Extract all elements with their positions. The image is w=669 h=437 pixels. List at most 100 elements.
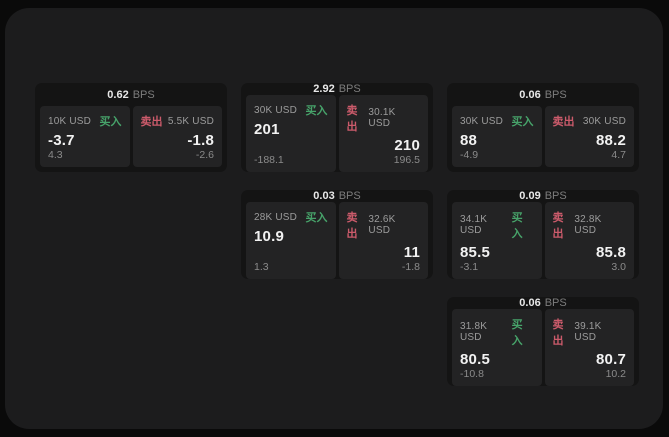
buy-change-value: -188.1 <box>254 154 284 166</box>
panels-row: 10K USD 买入 -3.7 4.3 卖出 5.5K USD -1.8 -2.… <box>35 106 227 172</box>
bps-header: 0.03 BPS <box>241 190 433 202</box>
buy-amount-label: 30K USD <box>254 104 298 116</box>
buy-price-value: -3.7 <box>48 132 75 149</box>
buy-change-value: -3.1 <box>460 261 479 273</box>
bps-header: 0.62 BPS <box>35 83 227 106</box>
buy-change-value: 4.3 <box>48 149 63 161</box>
bps-unit: BPS <box>338 83 361 95</box>
sell-panel[interactable]: 卖出 30.1K USD 210 196.5 <box>338 95 428 172</box>
buy-side-label: 买入 <box>305 105 328 117</box>
sell-price-value: 210 <box>394 137 420 154</box>
sell-price-value: 88.2 <box>596 132 626 149</box>
sell-panel[interactable]: 卖出 30K USD 88.2 4.7 <box>544 106 634 167</box>
bps-unit: BPS <box>338 190 361 202</box>
buy-side-label: 买入 <box>99 116 122 128</box>
sell-side-label: 卖出 <box>552 116 575 128</box>
sell-panel[interactable]: 卖出 32.6K USD 11 -1.8 <box>338 202 428 279</box>
quote-card[interactable]: 2.92 BPS 30K USD 买入 201 -188.1 卖出 30.1K … <box>241 83 433 172</box>
buy-side-label: 买入 <box>511 319 523 347</box>
bps-value: 0.62 <box>107 88 129 101</box>
buy-amount-label: 28K USD <box>254 211 298 223</box>
sell-panel-top: 卖出 39.1K USD <box>553 316 627 348</box>
quote-cards-grid: 0.62 BPS 10K USD 买入 -3.7 4.3 卖出 5.5K USD <box>35 83 639 386</box>
bps-unit: BPS <box>132 88 155 101</box>
sell-panel-top: 卖出 30.1K USD <box>347 102 421 134</box>
buy-panel-top: 28K USD 买入 <box>254 209 328 225</box>
buy-price-value: 88 <box>460 132 478 149</box>
panels-row: 31.8K USD 买入 80.5 -10.8 卖出 39.1K USD 80.… <box>447 309 639 386</box>
bps-unit: BPS <box>544 297 567 309</box>
sell-side-label: 卖出 <box>346 212 358 240</box>
sell-change-value: 10.2 <box>605 368 626 380</box>
buy-panel[interactable]: 34.1K USD 买入 85.5 -3.1 <box>452 202 542 279</box>
sell-change-value: 196.5 <box>393 154 420 166</box>
bps-unit: BPS <box>544 88 567 101</box>
buy-amount-label: 31.8K USD <box>460 321 488 343</box>
sell-side-label: 卖出 <box>140 116 163 128</box>
buy-change-value: -4.9 <box>460 149 479 161</box>
bps-header: 0.06 BPS <box>447 297 639 309</box>
buy-panel-top: 34.1K USD 买入 <box>460 209 534 241</box>
buy-change-value: -10.8 <box>460 368 484 380</box>
sell-change-value: 4.7 <box>611 149 626 161</box>
buy-price-value: 85.5 <box>460 244 490 261</box>
sell-panel-top: 卖出 32.6K USD <box>347 209 421 241</box>
sell-side-label: 卖出 <box>552 212 564 240</box>
buy-panel[interactable]: 28K USD 买入 10.9 1.3 <box>246 202 336 279</box>
sell-price-value: 11 <box>403 244 420 261</box>
sell-panel[interactable]: 卖出 5.5K USD -1.8 -2.6 <box>132 106 222 167</box>
sell-panel-top: 卖出 32.8K USD <box>553 209 627 241</box>
bps-value: 2.92 <box>313 83 335 95</box>
bps-value: 0.06 <box>519 297 541 309</box>
buy-price-value: 80.5 <box>460 351 490 368</box>
bps-value: 0.06 <box>519 88 541 101</box>
bps-header: 0.09 BPS <box>447 190 639 202</box>
buy-panel[interactable]: 31.8K USD 买入 80.5 -10.8 <box>452 309 542 386</box>
sell-change-value: 3.0 <box>611 261 626 273</box>
sell-change-value: -1.8 <box>401 261 420 273</box>
buy-panel-top: 30K USD 买入 <box>254 102 328 118</box>
buy-panel[interactable]: 10K USD 买入 -3.7 4.3 <box>40 106 130 167</box>
buy-panel[interactable]: 30K USD 买入 201 -188.1 <box>246 95 336 172</box>
sell-price-value: -1.8 <box>187 132 214 149</box>
bps-value: 0.09 <box>519 190 541 202</box>
buy-amount-label: 34.1K USD <box>460 214 488 236</box>
buy-panel-top: 31.8K USD 买入 <box>460 316 534 348</box>
bps-value: 0.03 <box>313 190 335 202</box>
sell-change-value: -2.6 <box>195 149 214 161</box>
buy-price-value: 10.9 <box>254 228 284 245</box>
buy-amount-label: 10K USD <box>48 115 92 127</box>
quote-card[interactable]: 0.06 BPS 30K USD 买入 88 -4.9 卖出 30K USD <box>447 83 639 172</box>
panels-row: 28K USD 买入 10.9 1.3 卖出 32.6K USD 11 -1.8 <box>241 202 433 279</box>
buy-side-label: 买入 <box>511 116 534 128</box>
buy-panel-top: 10K USD 买入 <box>48 113 122 129</box>
sell-panel-top: 卖出 5.5K USD <box>141 113 215 129</box>
bps-header: 0.06 BPS <box>447 83 639 106</box>
bps-unit: BPS <box>544 190 567 202</box>
sell-price-value: 80.7 <box>596 351 626 368</box>
sell-side-label: 卖出 <box>552 319 564 347</box>
sell-price-value: 85.8 <box>596 244 626 261</box>
buy-side-label: 买入 <box>305 212 328 224</box>
sell-amount-label: 30K USD <box>582 115 626 127</box>
sell-amount-label: 32.8K USD <box>574 214 602 236</box>
sell-amount-label: 30.1K USD <box>368 107 396 129</box>
sell-amount-label: 5.5K USD <box>167 115 214 127</box>
quote-card[interactable]: 0.09 BPS 34.1K USD 买入 85.5 -3.1 卖出 32.8K… <box>447 190 639 279</box>
buy-panel-top: 30K USD 买入 <box>460 113 534 129</box>
sell-panel-top: 卖出 30K USD <box>553 113 627 129</box>
bps-header: 2.92 BPS <box>241 83 433 95</box>
sell-panel[interactable]: 卖出 32.8K USD 85.8 3.0 <box>544 202 634 279</box>
quote-card[interactable]: 0.06 BPS 31.8K USD 买入 80.5 -10.8 卖出 39.1… <box>447 297 639 386</box>
buy-side-label: 买入 <box>511 212 523 240</box>
panels-row: 30K USD 买入 88 -4.9 卖出 30K USD 88.2 4.7 <box>447 106 639 172</box>
quote-card[interactable]: 0.03 BPS 28K USD 买入 10.9 1.3 卖出 32.6K US… <box>241 190 433 279</box>
sell-amount-label: 39.1K USD <box>574 321 602 343</box>
app-container: 0.62 BPS 10K USD 买入 -3.7 4.3 卖出 5.5K USD <box>5 8 663 429</box>
quote-card[interactable]: 0.62 BPS 10K USD 买入 -3.7 4.3 卖出 5.5K USD <box>35 83 227 172</box>
buy-change-value: 1.3 <box>254 261 269 273</box>
sell-amount-label: 32.6K USD <box>368 214 396 236</box>
buy-price-value: 201 <box>254 121 280 138</box>
buy-panel[interactable]: 30K USD 买入 88 -4.9 <box>452 106 542 167</box>
sell-panel[interactable]: 卖出 39.1K USD 80.7 10.2 <box>544 309 634 386</box>
